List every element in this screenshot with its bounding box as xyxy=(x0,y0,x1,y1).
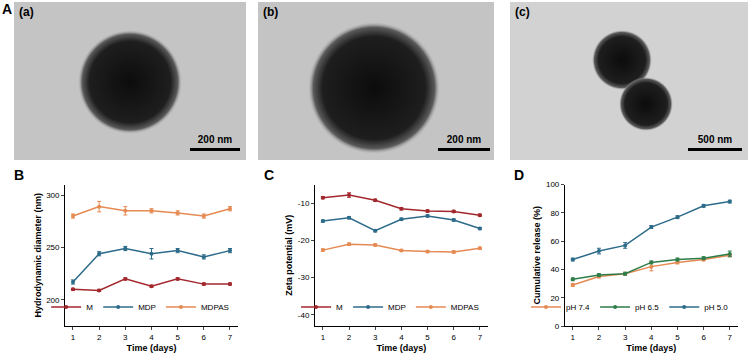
svg-text:MDPAS: MDPAS xyxy=(201,303,229,312)
svg-text:3: 3 xyxy=(373,333,378,342)
svg-text:(a): (a) xyxy=(19,5,34,19)
svg-text:C: C xyxy=(264,167,274,183)
svg-text:A: A xyxy=(2,1,12,17)
svg-text:5: 5 xyxy=(675,333,680,342)
svg-text:2: 2 xyxy=(347,333,352,342)
svg-text:4: 4 xyxy=(649,333,654,342)
svg-text:Time (days): Time (days) xyxy=(376,343,426,353)
svg-text:Zeta potential (mV): Zeta potential (mV) xyxy=(284,215,294,296)
svg-text:7: 7 xyxy=(228,333,233,342)
svg-text:MDP: MDP xyxy=(138,303,156,312)
svg-text:3: 3 xyxy=(623,333,628,342)
svg-text:M: M xyxy=(86,303,93,312)
svg-text:1: 1 xyxy=(571,333,576,342)
svg-text:pH 7.4: pH 7.4 xyxy=(566,303,590,312)
svg-text:M: M xyxy=(336,303,343,312)
svg-text:80: 80 xyxy=(550,209,559,218)
svg-text:MDP: MDP xyxy=(388,303,406,312)
svg-text:-20: -20 xyxy=(298,236,310,245)
svg-text:200 nm: 200 nm xyxy=(447,134,482,145)
svg-text:4: 4 xyxy=(149,333,154,342)
svg-text:7: 7 xyxy=(478,333,483,342)
svg-text:pH 6.5: pH 6.5 xyxy=(635,303,659,312)
svg-text:-10: -10 xyxy=(298,199,310,208)
svg-text:6: 6 xyxy=(451,333,456,342)
svg-text:(b): (b) xyxy=(263,5,278,19)
svg-text:1: 1 xyxy=(71,333,76,342)
svg-text:(c): (c) xyxy=(515,5,530,19)
svg-text:B: B xyxy=(14,167,24,183)
svg-text:5: 5 xyxy=(175,333,180,342)
svg-text:2: 2 xyxy=(97,333,102,342)
svg-text:0: 0 xyxy=(555,322,560,331)
svg-text:Time (days): Time (days) xyxy=(127,343,177,353)
svg-text:D: D xyxy=(514,167,524,183)
svg-text:6: 6 xyxy=(202,333,207,342)
svg-text:5: 5 xyxy=(425,333,430,342)
svg-text:250: 250 xyxy=(46,243,60,252)
svg-text:200: 200 xyxy=(46,296,60,305)
svg-text:100: 100 xyxy=(546,180,560,189)
svg-text:3: 3 xyxy=(123,333,128,342)
svg-text:60: 60 xyxy=(550,237,559,246)
svg-text:1: 1 xyxy=(321,333,326,342)
svg-text:6: 6 xyxy=(701,333,706,342)
svg-text:200 nm: 200 nm xyxy=(198,134,233,145)
svg-text:40: 40 xyxy=(550,265,559,274)
svg-text:2: 2 xyxy=(597,333,602,342)
svg-text:Cumulative release (%): Cumulative release (%) xyxy=(532,206,542,305)
svg-text:-30: -30 xyxy=(298,273,310,282)
svg-text:pH 5.0: pH 5.0 xyxy=(704,303,728,312)
svg-text:Hydrodynamic diameter (nm): Hydrodynamic diameter (nm) xyxy=(33,193,43,318)
svg-text:-40: -40 xyxy=(298,311,310,320)
svg-text:MDPAS: MDPAS xyxy=(451,303,479,312)
svg-text:7: 7 xyxy=(728,333,733,342)
svg-text:500 nm: 500 nm xyxy=(698,134,733,145)
svg-text:4: 4 xyxy=(399,333,404,342)
svg-text:20: 20 xyxy=(550,294,559,303)
svg-text:300: 300 xyxy=(46,191,60,200)
svg-text:Time (days): Time (days) xyxy=(626,343,676,353)
